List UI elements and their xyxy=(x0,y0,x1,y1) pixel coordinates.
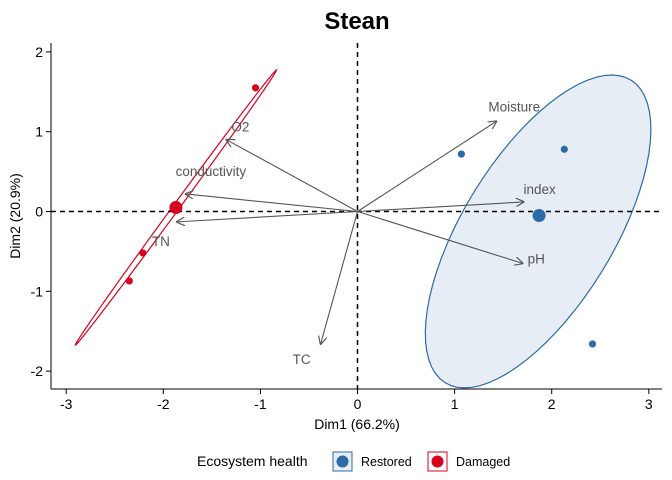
y-tick-label-0: 0 xyxy=(35,204,43,220)
x-tick-label--1: -1 xyxy=(254,396,267,412)
point-restored-1 xyxy=(457,150,465,158)
label-o2: O2 xyxy=(231,120,249,135)
arrow-index xyxy=(357,202,524,213)
ellipse-restored xyxy=(424,74,652,389)
point-damaged-3 xyxy=(125,277,133,285)
label-tc: TC xyxy=(293,352,311,367)
label-index: index xyxy=(524,182,557,197)
point-damaged-1 xyxy=(251,84,260,92)
y-tick-label-1: 1 xyxy=(35,124,43,140)
x-tick-label-1: 1 xyxy=(451,396,459,412)
arrow-tn xyxy=(177,210,358,222)
x-axis-title: Dim1 (66.2%) xyxy=(314,416,400,432)
centroid-restored xyxy=(532,208,546,222)
plot-area: Moisture O2 conductivity index TN pH TC xyxy=(51,43,662,389)
label-moisture: Moisture xyxy=(488,99,540,114)
label-tn: TN xyxy=(152,234,170,249)
legend: Ecosystem health Restored Damaged xyxy=(197,451,510,472)
arrow-moisture xyxy=(357,121,497,212)
chart-title: Stean xyxy=(324,8,389,35)
axis-ticks: -3 -2 -1 0 1 2 3 -2 -1 0 1 2 xyxy=(31,44,653,412)
centroid-damaged xyxy=(169,201,183,215)
label-ph: pH xyxy=(528,251,545,266)
legend-item-restored[interactable]: Restored xyxy=(332,451,412,472)
arrow-tc xyxy=(321,211,359,344)
arrow-conductivity xyxy=(186,194,358,213)
legend-title: Ecosystem health xyxy=(197,453,308,469)
label-conductivity: conductivity xyxy=(176,164,247,179)
y-tick-label--2: -2 xyxy=(31,363,44,379)
x-tick-label-2: 2 xyxy=(548,396,556,412)
legend-label-damaged: Damaged xyxy=(456,455,510,469)
legend-item-damaged[interactable]: Damaged xyxy=(427,451,510,472)
point-damaged-2 xyxy=(139,249,147,257)
x-tick-label-3: 3 xyxy=(645,396,653,412)
legend-label-restored: Restored xyxy=(361,455,412,469)
y-tick-label-2: 2 xyxy=(35,44,43,60)
y-tick-label--1: -1 xyxy=(31,283,44,299)
point-restored-3 xyxy=(588,340,597,348)
y-axis-title: Dim2 (20.9%) xyxy=(7,173,23,259)
arrow-o2 xyxy=(226,140,358,212)
legend-dot-restored xyxy=(336,455,349,468)
x-tick-label--2: -2 xyxy=(157,396,170,412)
x-tick-label--3: -3 xyxy=(60,396,73,412)
point-restored-2 xyxy=(560,145,568,153)
legend-dot-damaged xyxy=(431,455,444,468)
x-tick-label-0: 0 xyxy=(354,396,362,412)
arrow-ph xyxy=(357,210,523,264)
